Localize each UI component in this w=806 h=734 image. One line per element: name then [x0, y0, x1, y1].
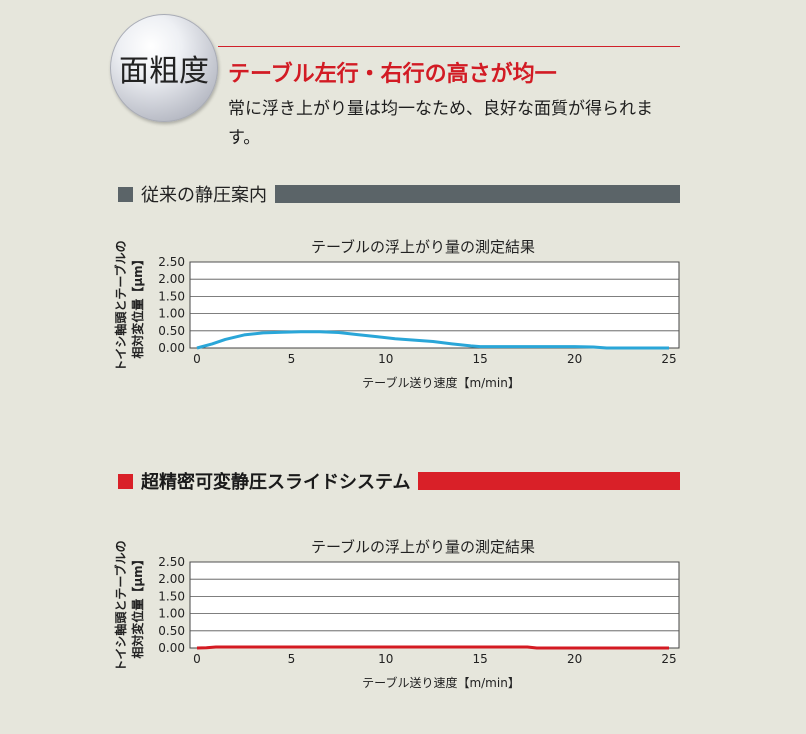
y-tick-label: 0.00: [158, 641, 185, 655]
section-bar-fill: [275, 185, 680, 203]
x-tick-label: 20: [567, 352, 582, 366]
y-tick-label: 1.50: [158, 589, 185, 603]
x-tick-label: 10: [378, 352, 393, 366]
y-tick-label: 1.00: [158, 307, 185, 321]
series-line: [196, 645, 669, 650]
x-tick-label: 20: [567, 652, 582, 666]
x-tick-label: 5: [288, 652, 296, 666]
x-tick-label: 0: [193, 652, 201, 666]
badge-circle: 面粗度: [110, 14, 218, 122]
plot-area: [189, 261, 680, 349]
badge-label: 面粗度: [119, 54, 209, 89]
x-tick-label: 10: [378, 652, 393, 666]
y-tick-label: 2.50: [158, 555, 185, 569]
header-rule: [218, 46, 680, 47]
section-title: 従来の静圧案内: [141, 185, 267, 206]
y-tick-label: 2.00: [158, 572, 185, 586]
y-tick-label: 0.50: [158, 324, 185, 338]
section-header-conventional: 従来の静圧案内: [118, 185, 680, 206]
y-axis-label-line: 相対変位量【μm】: [130, 553, 145, 658]
y-tick-label: 1.50: [158, 289, 185, 303]
y-tick-label: 0.50: [158, 624, 185, 638]
x-tick-label: 25: [661, 352, 676, 366]
y-axis-label-line: トイシ軸頭とテーブルの: [113, 240, 128, 371]
y-axis-label-line: トイシ軸頭とテーブルの: [113, 540, 128, 671]
y-tick-label: 1.00: [158, 607, 185, 621]
y-tick-label: 2.00: [158, 272, 185, 286]
x-tick-label: 15: [473, 352, 488, 366]
headline: テーブル左行・右行の高さが均一: [228, 62, 557, 87]
section-marker: [118, 186, 133, 202]
x-tick-label: 25: [661, 652, 676, 666]
chart-title: テーブルの浮上がり量の測定結果: [311, 538, 535, 556]
description: 常に浮き上がり量は均一なため、良好な面質が得られます。: [228, 99, 653, 148]
x-tick-label: 0: [193, 352, 201, 366]
x-tick-label: 15: [473, 652, 488, 666]
section-header-ultra-precision: 超精密可変静圧スライドシステム: [118, 472, 680, 493]
section-title: 超精密可変静圧スライドシステム: [141, 472, 411, 493]
plot-area: [189, 561, 680, 649]
x-axis-label: テーブル送り速度【m/min】: [362, 375, 520, 390]
section-marker: [118, 473, 133, 489]
chart-ultra-precision: テーブルの浮上がり量の測定結果 0.00 0.50 1.00 1.50 2.00 2.50 0…: [113, 538, 680, 690]
section-bar-fill: [418, 472, 680, 490]
y-tick-label: 2.50: [158, 255, 185, 269]
y-axis-label-line: 相対変位量【μm】: [130, 253, 145, 358]
series-line: [196, 330, 669, 350]
y-tick-label: 0.00: [158, 341, 185, 355]
x-axis-label: テーブル送り速度【m/min】: [362, 675, 520, 690]
chart-conventional: テーブルの浮上がり量の測定結果 0.00 0.50 1.00 1.50 2.00 2.50 0…: [113, 238, 680, 390]
chart-title: テーブルの浮上がり量の測定結果: [311, 238, 535, 256]
x-tick-label: 5: [288, 352, 296, 366]
